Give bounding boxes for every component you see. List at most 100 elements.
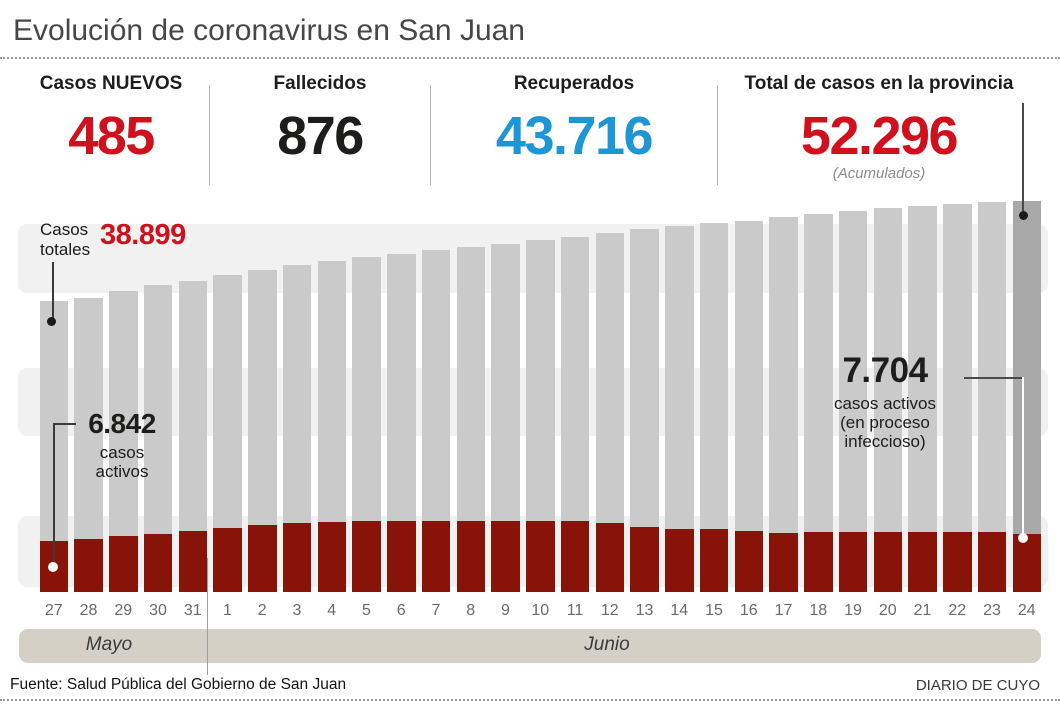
bar-active-18 [804,531,833,592]
day-label-9: 9 [501,602,510,619]
bar-total-19 [838,210,868,592]
bar-active-6 [387,520,416,592]
stat-value: 43.716 [495,106,654,166]
annotation-text: casos activos (en proceso infeccioso) [833,394,937,451]
bar-total-24 [1012,201,1041,592]
bar-active-13 [630,526,659,592]
data-point-dot [48,562,58,572]
bar-active-11 [560,521,590,592]
bar-total-18 [804,213,833,592]
bar-active-10 [526,520,555,592]
bar-active-17 [769,533,798,592]
day-label-29: 29 [114,602,133,619]
day-label-20: 20 [878,602,897,619]
bar-active-14 [665,528,694,592]
bar-total-20 [873,207,902,592]
bar-active-2 [248,525,277,592]
day-label-4: 4 [327,602,337,619]
day-label-1: 1 [223,602,232,619]
bar-total-16 [734,221,763,592]
connector-line [964,377,1024,379]
bar-active-30 [143,533,173,592]
day-label-27: 27 [44,602,63,619]
annotation-totals-start-value: 38.899 [100,219,186,251]
source-text: Fuente: Salud Pública del Gobierno de Sa… [10,676,347,693]
stat-block-total-provincia: Total de casos en la provincia 52.296 (A… [718,73,1040,182]
annotation-active-start: 6.842 casos activos [70,408,174,481]
connector-line [53,423,55,564]
day-label-17: 17 [774,602,793,619]
day-label-5: 5 [362,602,371,619]
day-label-6: 6 [396,602,406,619]
day-label-30: 30 [149,602,167,619]
day-label-16: 16 [739,602,758,619]
day-label-28: 28 [79,602,98,619]
bar-active-7 [421,520,451,592]
month-label-mayo: Mayo [85,634,133,655]
day-label-24: 24 [1017,602,1036,619]
day-label-10: 10 [531,602,550,619]
day-label-13: 13 [635,602,654,619]
day-label-14: 14 [670,602,689,619]
day-label-18: 18 [809,602,828,619]
bar-active-3 [282,522,312,592]
connector-line [54,423,76,425]
stat-block-casos-nuevos: Casos NUEVOS 485 [13,73,209,163]
month-label-junio: Junio [584,634,630,655]
month-band [19,629,1041,663]
connector-line [1022,377,1024,535]
stat-divider [209,85,210,185]
month-separator-line [207,558,208,675]
annotation-active-end: 7.704 casos activos (en proceso infeccio… [785,351,985,451]
bar-active-21 [908,531,937,592]
bar-active-8 [456,520,485,592]
bar-total-21 [908,205,937,592]
day-label-15: 15 [705,602,723,619]
day-label-21: 21 [913,602,932,619]
stat-block-recuperados: Recuperados 43.716 [431,73,717,163]
bar-active-12 [595,522,624,592]
bar-active-15 [699,529,729,592]
bar-total-22 [943,203,972,592]
bar-active-24 [1012,534,1041,592]
bar-active-23 [977,532,1007,592]
stat-label: Casos NUEVOS [39,73,183,94]
connector-line [1022,103,1024,212]
day-label-23: 23 [983,602,1001,619]
day-label-7: 7 [431,602,441,619]
annotation-value: 7.704 [842,351,928,390]
bar-active-20 [873,531,902,592]
page-title: Evolución de coronavirus en San Juan [13,14,525,47]
bar-active-5 [352,521,381,592]
day-label-31: 31 [183,602,202,619]
day-label-19: 19 [844,602,862,619]
bar-total-23 [977,201,1007,592]
bar-total-17 [769,216,798,592]
day-label-11: 11 [566,602,584,619]
stat-value: 485 [68,106,155,166]
bar-active-9 [491,521,520,592]
connector-line [52,262,54,320]
stat-block-fallecidos: Fallecidos 876 [210,73,430,163]
stat-label: Total de casos en la provincia [744,73,1014,94]
annotation-casos-totales-label: Casos totales [40,220,91,259]
bar-active-29 [109,535,138,592]
dotted-rule-top [0,57,1060,59]
dotted-rule-bottom [0,699,1060,701]
stat-value: 876 [277,106,364,166]
bar-active-1 [213,527,242,592]
bar-active-16 [734,530,763,592]
bar-active-19 [838,532,868,592]
day-label-2: 2 [257,602,267,619]
data-point-dot [1018,533,1028,543]
data-point-dot [1019,211,1028,220]
stat-divider [430,85,431,185]
day-label-8: 8 [466,602,476,619]
day-label-22: 22 [948,602,967,619]
annotation-value: 6.842 [88,408,156,439]
day-label-3: 3 [292,602,302,619]
bar-active-28 [74,538,103,592]
stat-value: 52.296 [800,106,959,166]
